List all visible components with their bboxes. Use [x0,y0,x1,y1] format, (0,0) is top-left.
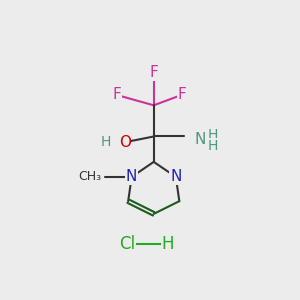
Text: F: F [149,65,158,80]
Text: O: O [119,135,131,150]
Text: H: H [208,139,218,153]
Text: H: H [161,235,174,253]
Text: H: H [208,128,218,142]
Text: N: N [195,132,206,147]
Text: N: N [170,169,182,184]
Text: Cl: Cl [119,235,135,253]
Text: N: N [126,169,137,184]
Text: F: F [177,87,186,102]
Text: CH₃: CH₃ [78,170,101,183]
Text: H: H [101,135,111,149]
Text: F: F [112,87,121,102]
